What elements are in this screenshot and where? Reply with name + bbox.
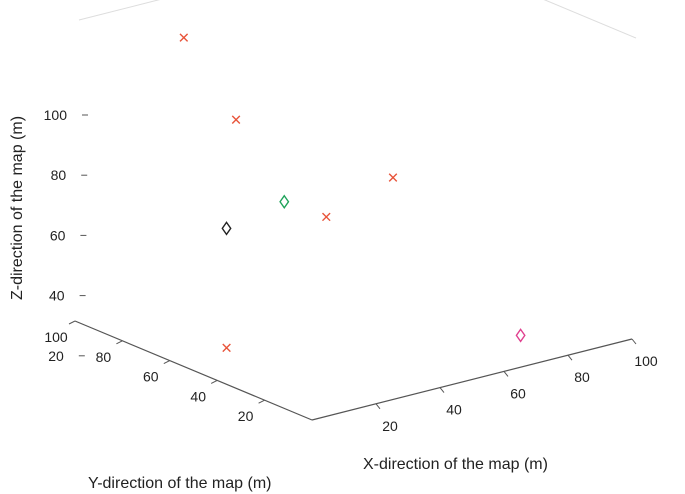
x-marker-stroke (222, 343, 231, 353)
x-tick-label: 80 (574, 369, 590, 385)
y-tick-mark (68, 320, 76, 325)
data-points (179, 33, 526, 353)
y-axis-label: Y-direction of the map (m) (88, 475, 271, 492)
y-axis-line (74, 320, 313, 421)
x-marker-stroke (231, 115, 241, 125)
axis-ticks: 20 40 60 80 100 20 40 60 80 100 20 40 60 80 100 (44, 107, 658, 434)
x-tick-mark (631, 338, 637, 345)
diamond-marker-point (221, 221, 232, 236)
x-tick-mark (375, 403, 381, 410)
x-tick-mark (503, 371, 509, 377)
box-edge-back-top (78, 0, 161, 21)
x-marker-point (179, 33, 189, 42)
y-tick-label: 80 (96, 349, 112, 365)
x-axis-label: X-direction of the map (m) (363, 456, 548, 473)
diamond-marker-point (515, 328, 526, 343)
z-tick-label: 60 (50, 227, 66, 243)
y-tick-mark (258, 399, 265, 404)
x-marker-point (222, 343, 231, 353)
x-tick-label: 40 (446, 402, 462, 418)
x-marker-stroke (322, 212, 331, 222)
x-marker-point (388, 173, 398, 182)
x-marker-stroke (388, 173, 398, 182)
x-tick-mark (567, 354, 573, 361)
x-marker-point (322, 212, 331, 222)
y-tick-mark (116, 340, 123, 345)
x-tick-label: 100 (634, 353, 658, 369)
diamond-marker-point (279, 194, 290, 209)
z-tick-label: 80 (51, 167, 67, 183)
axes-box (74, 0, 637, 421)
x-marker-point (231, 115, 241, 125)
box-edge-right-top (543, 0, 637, 39)
x-tick-label: 60 (510, 385, 526, 401)
z-tick-label: 100 (44, 107, 68, 123)
z-tick-label: 20 (48, 348, 64, 364)
z-axis-label: Z-direction of the map (m) (9, 116, 26, 300)
y-tick-label: 20 (238, 408, 254, 424)
y-tick-label: 100 (44, 329, 68, 345)
y-tick-mark (163, 360, 171, 365)
x-axis-line (311, 338, 633, 421)
y-tick-label: 60 (143, 369, 159, 385)
z-tick-label: 40 (49, 288, 65, 304)
y-tick-mark (210, 379, 218, 384)
y-tick-label: 40 (190, 388, 206, 404)
x-marker-stroke (179, 33, 189, 42)
x-tick-label: 20 (382, 418, 398, 434)
x-tick-mark (439, 387, 445, 393)
